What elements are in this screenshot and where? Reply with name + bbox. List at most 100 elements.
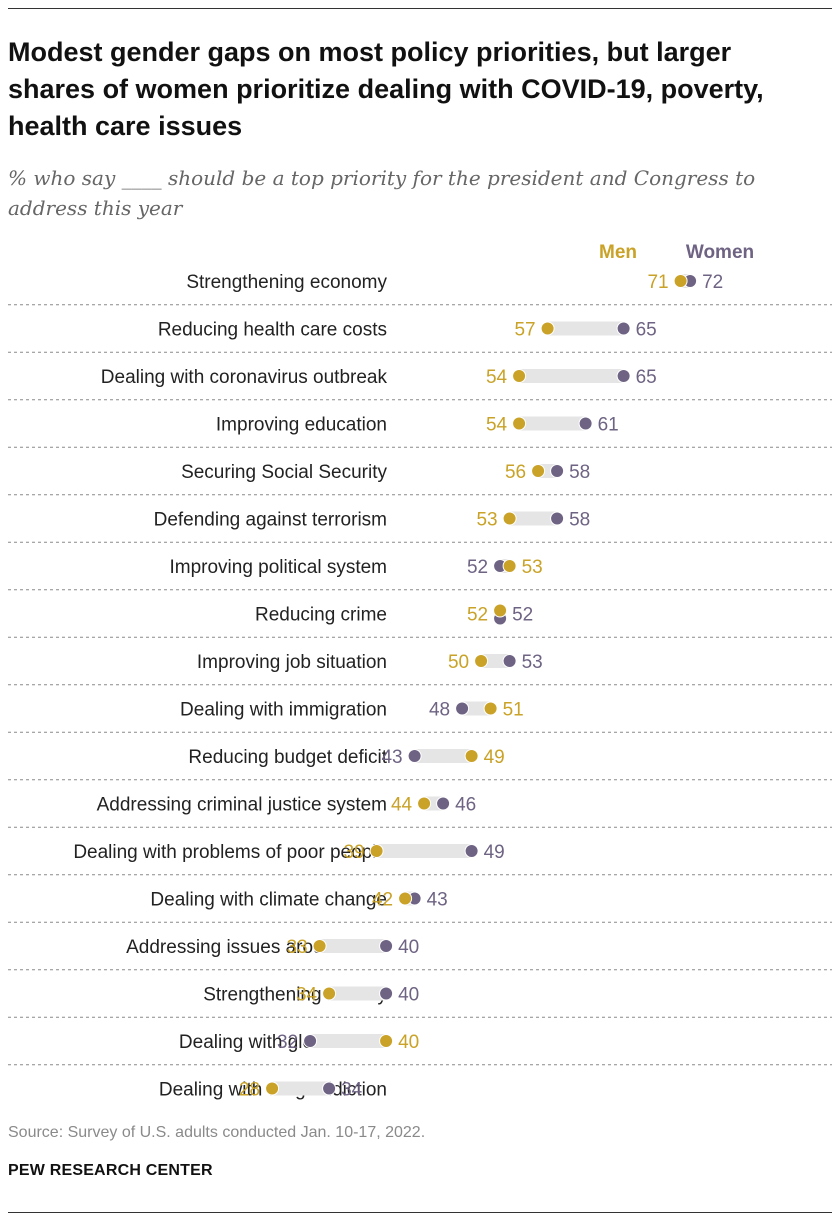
gap-connector (376, 844, 472, 858)
men-value-label: 33 (286, 937, 307, 958)
women-dot (379, 939, 394, 953)
men-dot (322, 986, 337, 1001)
women-dot (407, 749, 422, 763)
category-label: Defending against terrorism (154, 510, 387, 531)
women-dot (616, 321, 631, 336)
dot-plot-chart: Men Women Strengthening economy 71 72 Reducin… (8, 242, 832, 1101)
men-dot (531, 464, 546, 478)
men-dot (379, 1034, 394, 1048)
women-value-label: 61 (598, 415, 619, 436)
women-value-label: 32 (277, 1032, 298, 1053)
men-value-label: 54 (486, 367, 508, 388)
category-label: Dealing with coronavirus outbreak (101, 367, 388, 388)
men-dot (673, 274, 688, 288)
chart-subtitle: % who say ____ should be a top priority … (8, 166, 756, 220)
women-value-label: 52 (512, 605, 533, 626)
women-value-label: 34 (341, 1080, 363, 1101)
men-value-label: 40 (398, 1032, 419, 1053)
men-dot (474, 654, 489, 668)
men-dot (512, 416, 527, 431)
women-value-label: 53 (522, 652, 543, 673)
men-dot (512, 369, 527, 383)
men-value-label: 57 (514, 320, 535, 341)
women-value-label: 49 (484, 842, 505, 863)
gap-connector (519, 369, 624, 383)
women-dot (550, 464, 565, 478)
women-value-label: 65 (636, 367, 657, 388)
men-value-label: 34 (296, 985, 318, 1006)
women-dot (379, 986, 394, 1001)
women-value-label: 40 (398, 985, 419, 1006)
legend-men: Men (599, 242, 637, 263)
gap-connector (547, 321, 624, 336)
women-dot (578, 416, 593, 431)
men-value-label: 50 (448, 652, 469, 673)
category-label: Addressing criminal justice system (97, 795, 387, 816)
men-value-label: 42 (372, 890, 393, 911)
men-value-label: 52 (467, 605, 488, 626)
category-label: Improving job situation (197, 652, 387, 673)
women-value-label: 43 (381, 747, 402, 768)
men-value-label: 53 (522, 557, 543, 578)
category-label: Reducing crime (255, 605, 387, 626)
category-label: Improving political system (169, 557, 387, 578)
women-dot (464, 844, 479, 858)
legend-women: Women (686, 242, 754, 263)
women-value-label: 43 (427, 890, 448, 911)
category-label: Dealing with immigration (180, 700, 387, 721)
women-dot (502, 654, 517, 668)
gap-connector (414, 749, 472, 763)
category-label: Strengthening economy (186, 272, 387, 293)
men-value-label: 53 (476, 510, 497, 531)
men-value-label: 51 (503, 700, 524, 721)
category-label: Improving education (216, 415, 387, 436)
men-dot (483, 701, 498, 716)
men-dot (502, 511, 517, 526)
category-label: Securing Social Security (181, 462, 387, 483)
women-dot (436, 796, 451, 811)
women-dot (455, 701, 470, 716)
women-dot (303, 1034, 318, 1048)
men-dot (417, 796, 432, 811)
gap-connector (319, 939, 387, 953)
top-rule (8, 8, 832, 9)
bottom-rule (8, 1212, 832, 1213)
men-value-label: 28 (239, 1080, 260, 1101)
organization-name: PEW RESEARCH CENTER (8, 1162, 213, 1179)
chart-title: Modest gender gaps on most policy priori… (8, 37, 764, 141)
women-value-label: 40 (398, 937, 419, 958)
men-dot (540, 321, 555, 336)
men-value-label: 54 (486, 415, 508, 436)
category-label: Reducing budget deficit (188, 747, 387, 768)
women-dot (550, 511, 565, 526)
women-value-label: 46 (455, 795, 476, 816)
women-value-label: 72 (702, 272, 723, 293)
men-value-label: 39 (343, 842, 364, 863)
gap-connector (310, 1034, 387, 1048)
women-value-label: 52 (467, 557, 488, 578)
women-dot (616, 369, 631, 383)
gap-connector (462, 701, 491, 716)
men-dot (398, 891, 413, 906)
women-value-label: 65 (636, 320, 657, 341)
category-label: Reducing health care costs (158, 320, 387, 341)
women-value-label: 48 (429, 700, 450, 721)
source-note: Source: Survey of U.S. adults conducted … (8, 1124, 426, 1141)
gap-connector (329, 986, 387, 1001)
men-value-label: 71 (647, 272, 668, 293)
men-dot (265, 1081, 280, 1096)
women-value-label: 58 (569, 462, 590, 483)
gap-connector (272, 1081, 330, 1096)
gap-connector (519, 416, 586, 431)
men-dot (312, 939, 327, 953)
women-value-label: 58 (569, 510, 590, 531)
men-dot (369, 844, 384, 858)
men-dot (464, 749, 479, 763)
gap-connector (481, 654, 510, 668)
men-dot (502, 559, 517, 573)
men-value-label: 56 (505, 462, 526, 483)
category-label: Dealing with climate change (150, 890, 387, 911)
gap-connector (509, 511, 558, 526)
category-label: Dealing with problems of poor people (73, 842, 387, 863)
women-dot (322, 1081, 337, 1096)
